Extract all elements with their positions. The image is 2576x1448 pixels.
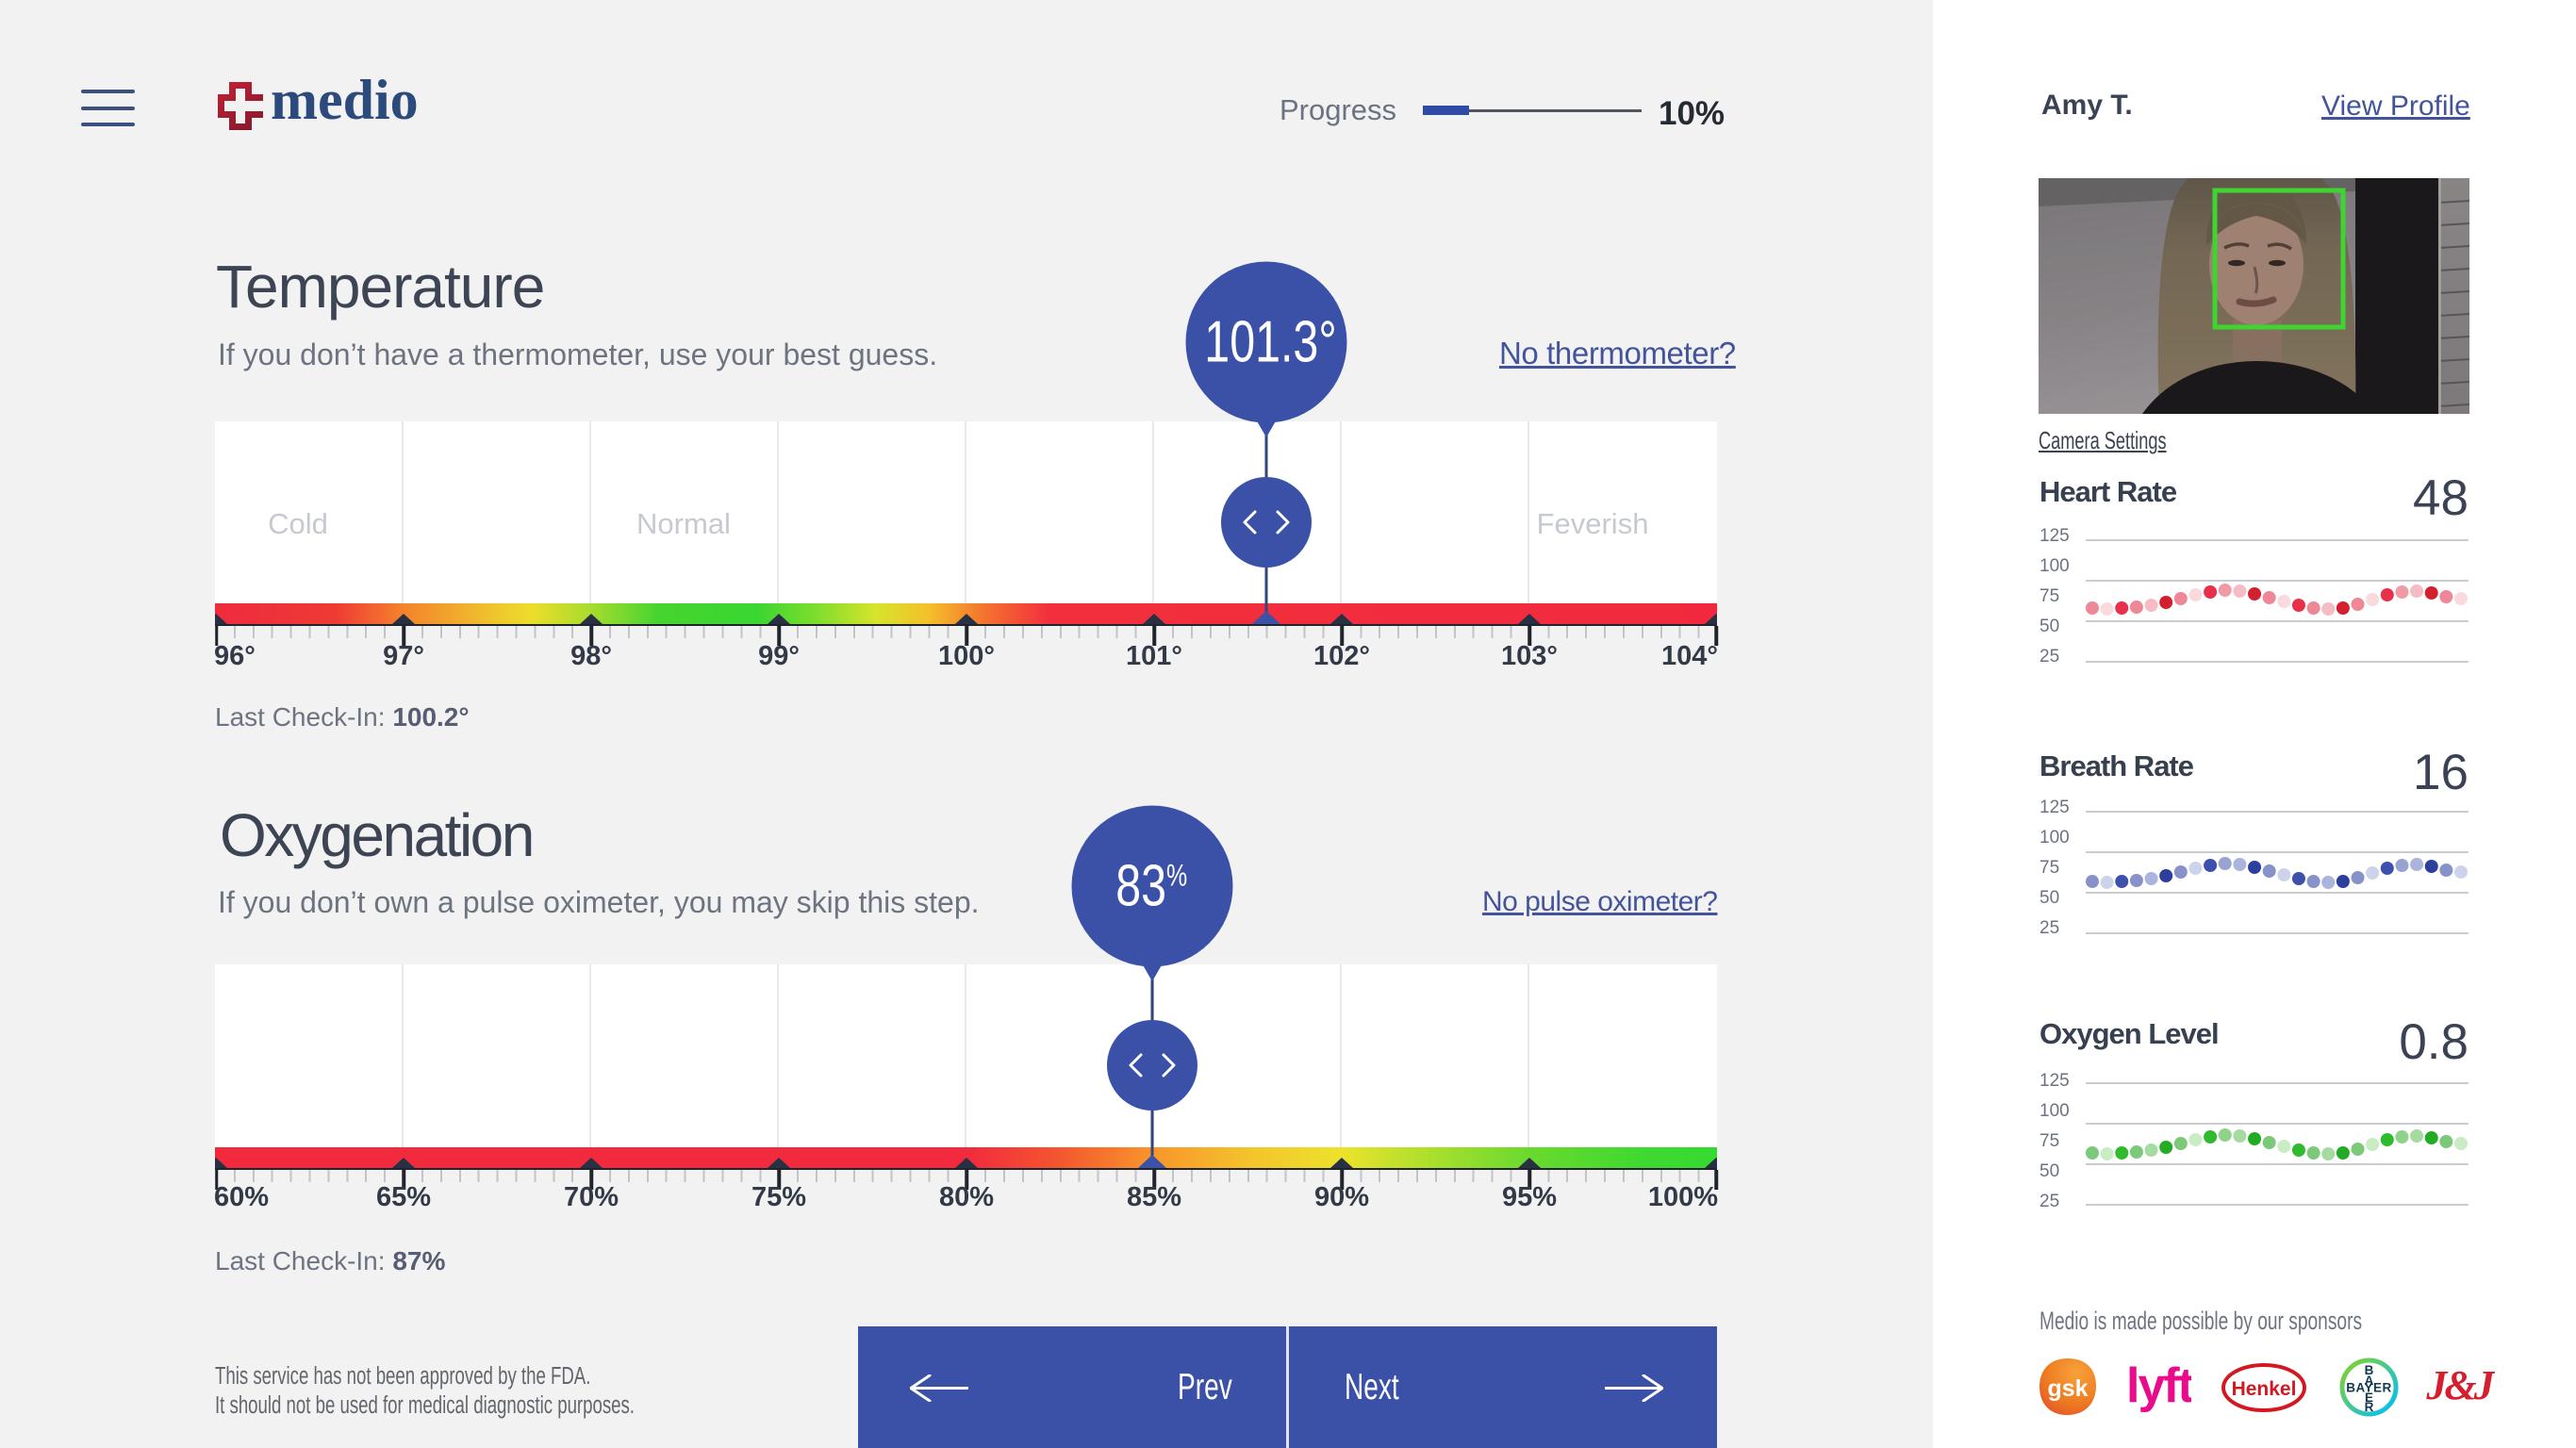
svg-text:Henkel: Henkel [2232,1378,2297,1400]
svg-text:gsk: gsk [2047,1375,2088,1402]
svg-text:B: B [2365,1363,2374,1377]
svg-text:E: E [2365,1390,2373,1405]
svg-text:J&J: J&J [2425,1362,2495,1408]
svg-text:R: R [2365,1400,2374,1414]
svg-text:lyft: lyft [2127,1358,2191,1413]
svg-text:BAYER: BAYER [2346,1381,2392,1395]
svg-text:A: A [2365,1374,2374,1388]
